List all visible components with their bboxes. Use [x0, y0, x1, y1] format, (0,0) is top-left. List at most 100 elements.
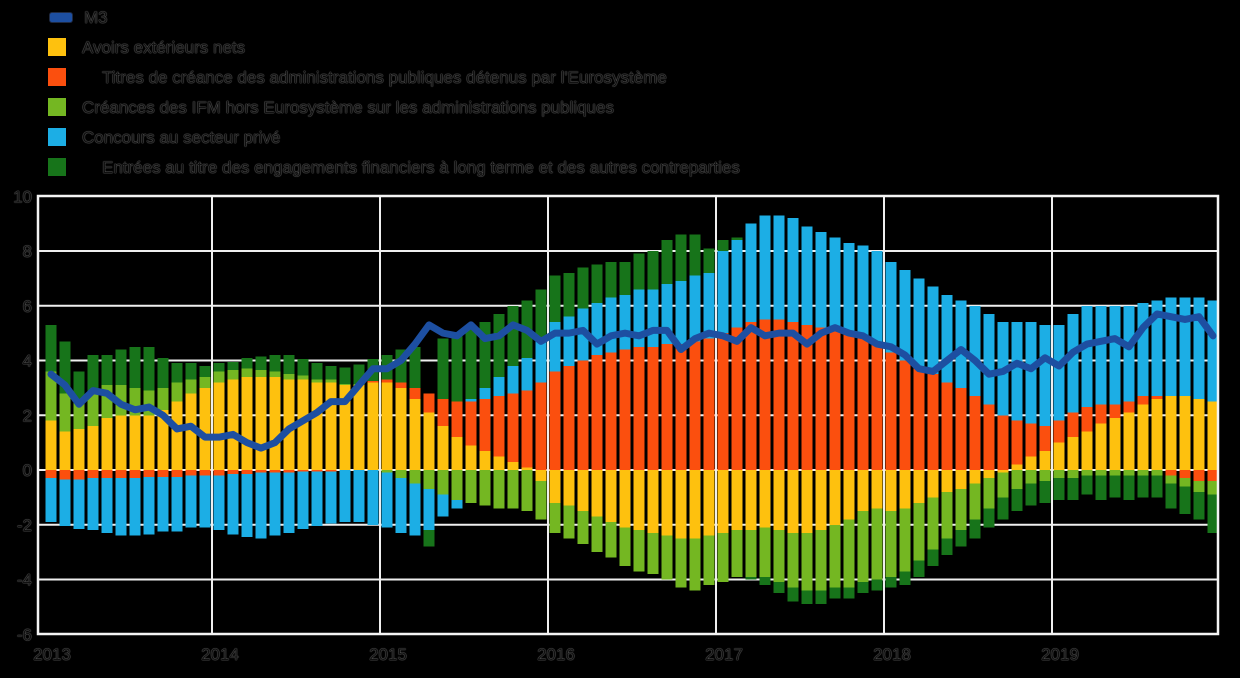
bar-segment-s2: [1025, 470, 1037, 484]
bar-segment-s2: [227, 370, 239, 380]
bar-segment-s3: [1067, 313, 1079, 413]
bar-segment-s4: [1179, 486, 1191, 514]
bar-segment-s0: [423, 412, 435, 470]
bar-segment-s0: [45, 420, 57, 470]
bar-segment-s3: [493, 376, 505, 397]
bar-segment-s3: [1025, 322, 1037, 424]
bar-segment-s1: [885, 352, 897, 470]
bar-segment-s4: [731, 237, 743, 241]
bar-segment-s4: [493, 313, 505, 377]
bar-segment-s2: [255, 370, 267, 377]
bar-segment-s3: [745, 223, 757, 323]
bar-segment-s2: [1179, 478, 1191, 487]
bar-segment-s2: [395, 470, 407, 479]
bar-segment-s2: [563, 505, 575, 539]
bar-segment-s4: [255, 356, 267, 371]
bar-segment-s4: [1081, 475, 1093, 495]
bar-segment-s2: [731, 530, 743, 577]
bar-segment-s0: [171, 401, 183, 470]
bar-segment-s4: [899, 571, 911, 585]
bar-segment-s0: [745, 470, 757, 531]
bar-segment-s1: [115, 470, 127, 479]
bar-segment-s3: [941, 294, 953, 383]
bar-segment-s4: [87, 355, 99, 394]
bar-segment-s3: [969, 305, 981, 397]
legend-label-m3: M3: [84, 7, 108, 27]
bar-segment-s1: [1179, 470, 1191, 479]
legend-item-avoirs-exterieurs: Avoirs extérieurs nets: [48, 32, 740, 62]
bar-segment-s0: [661, 470, 673, 536]
x-tick-label: 2017: [705, 645, 743, 664]
bar-segment-s4: [213, 363, 225, 372]
bar-segment-s1: [199, 470, 211, 476]
bar-segment-s4: [1137, 475, 1149, 498]
bar-segment-s2: [311, 379, 323, 383]
bar-segment-s2: [1095, 470, 1107, 476]
bar-segment-s4: [143, 346, 155, 391]
bar-segment-s0: [619, 470, 631, 528]
bar-segment-s2: [381, 470, 393, 473]
bar-segment-s4: [871, 579, 883, 591]
bar-segment-s1: [871, 344, 883, 470]
bar-segment-s1: [759, 319, 771, 470]
bar-segment-s4: [199, 365, 211, 377]
bar-segment-s1: [997, 415, 1009, 470]
bar-segment-s3: [199, 475, 211, 528]
bar-segment-s2: [773, 530, 785, 583]
bar-segment-s3: [395, 478, 407, 533]
bar-segment-s2: [59, 393, 71, 432]
bar-segment-s1: [1025, 423, 1037, 457]
bar-segment-s4: [549, 275, 561, 323]
bar-segment-s0: [605, 470, 617, 523]
bar-segment-s1: [409, 387, 421, 399]
bar-segment-s1: [745, 322, 757, 470]
bar-segment-s1: [297, 470, 309, 472]
bar-segment-s2: [297, 375, 309, 380]
bar-segment-s1: [1011, 420, 1023, 465]
bar-segment-s3: [787, 218, 799, 323]
bar-segment-s3: [549, 322, 561, 372]
bar-segment-s0: [353, 385, 365, 470]
bar-segment-s3: [717, 251, 729, 334]
bar-segment-s3: [507, 365, 519, 394]
bar-segment-s3: [801, 226, 813, 325]
bar-segment-s0: [787, 470, 799, 533]
bar-segment-s4: [913, 560, 925, 577]
bar-segment-s4: [591, 264, 603, 304]
bar-segment-s3: [255, 472, 267, 539]
bar-segment-s2: [605, 522, 617, 558]
bar-segment-s3: [815, 231, 827, 328]
bar-segment-s3: [619, 294, 631, 350]
bar-segment-s2: [787, 532, 799, 588]
bar-segment-s0: [899, 470, 911, 509]
bar-segment-s3: [87, 478, 99, 531]
bar-segment-s1: [1081, 407, 1093, 432]
bar-segment-s3: [59, 479, 71, 527]
bar-segment-s0: [1109, 417, 1121, 470]
bar-segment-s0: [381, 382, 393, 470]
bar-segment-s2: [577, 511, 589, 544]
bar-segment-s4: [339, 367, 351, 384]
legend-label-creances-ifm: Créances des IFM hors Eurosystème sur le…: [82, 97, 614, 117]
bar-segment-s0: [857, 470, 869, 512]
bar-segment-s4: [1165, 483, 1177, 509]
bar-segment-s2: [1011, 470, 1023, 490]
bar-segment-s3: [143, 476, 155, 535]
bar-segment-s4: [241, 357, 253, 369]
bar-segment-s2: [521, 470, 533, 512]
bar-segment-s3: [1109, 305, 1121, 405]
bar-segment-s1: [395, 382, 407, 388]
bar-segment-s0: [885, 470, 897, 512]
bar-segment-s2: [101, 385, 113, 418]
bar-segment-s3: [1151, 300, 1163, 397]
bar-segment-s1: [465, 401, 477, 446]
dark-green-swatch-icon: [48, 158, 66, 176]
bar-segment-s2: [535, 480, 547, 520]
bar-segment-s3: [1095, 305, 1107, 405]
bar-segment-s3: [885, 261, 897, 353]
bar-segment-s4: [801, 590, 813, 605]
bar-segment-s0: [717, 470, 729, 533]
legend-label-engagements-lt: Entrées au titre des engagements financi…: [102, 157, 740, 177]
bar-segment-s2: [507, 470, 519, 509]
bar-segment-s4: [1109, 475, 1121, 498]
